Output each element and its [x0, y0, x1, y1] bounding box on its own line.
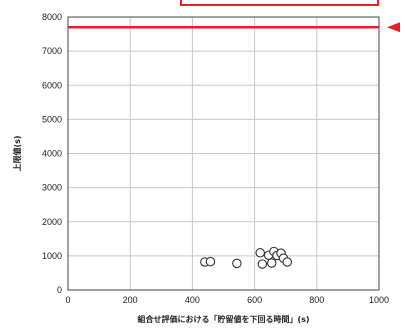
y-tick-label: 5000: [42, 114, 62, 124]
x-tick-label: 1000: [369, 295, 389, 305]
data-point: [255, 248, 265, 258]
tick-labels: 0 200 400 600 800 1000 0 1000 2000 3000 4000 5000 60…: [42, 12, 389, 305]
y-tick-label: 0: [57, 285, 62, 295]
data-point: [266, 258, 277, 268]
y-tick-label: 2000: [42, 217, 62, 227]
y-tick-label: 8000: [42, 12, 62, 22]
grid: [67, 16, 380, 291]
data-point: [232, 258, 242, 269]
x-tick-label: 800: [309, 295, 324, 305]
annotation-box: [180, 0, 379, 6]
y-tick-label: 7000: [42, 46, 62, 56]
x-tick-label: 0: [65, 295, 70, 305]
x-tick-label: 600: [247, 295, 262, 305]
annotation-arrow-icon: [387, 22, 400, 33]
x-axis-label: 組合せ評価における「貯留値を下回る時間」(s): [137, 314, 309, 324]
y-axis-label: 上限値(s): [12, 135, 22, 171]
data-point: [205, 256, 216, 267]
y-tick-label: 4000: [42, 149, 62, 159]
data-point: [282, 257, 293, 267]
x-tick-label: 400: [185, 295, 200, 305]
data-point: [257, 259, 268, 269]
y-tick-label: 1000: [42, 251, 62, 261]
y-tick-label: 6000: [42, 80, 62, 90]
x-tick-label: 200: [123, 295, 138, 305]
y-tick-label: 3000: [42, 183, 62, 193]
plot-frame: [67, 16, 380, 291]
data-points: [200, 246, 293, 269]
